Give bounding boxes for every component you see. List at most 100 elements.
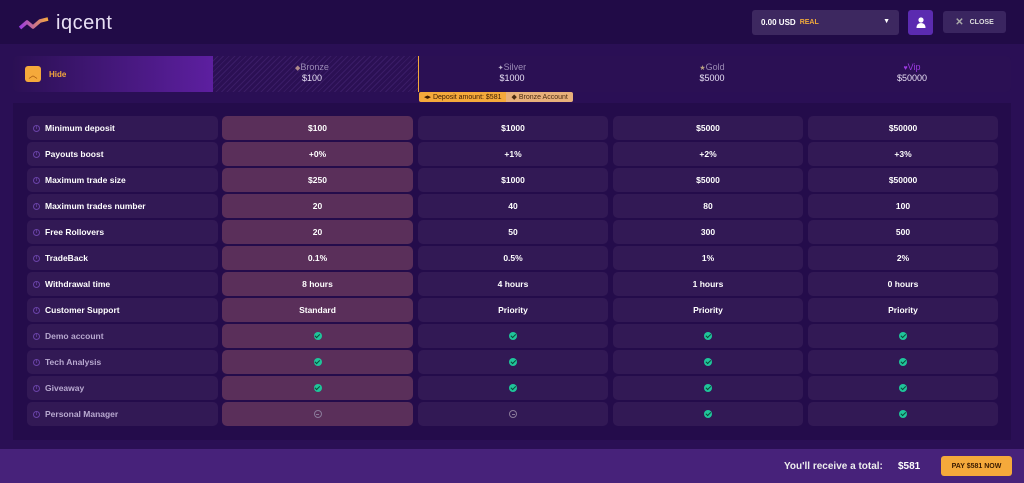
row-label: i Customer Support	[27, 298, 218, 322]
cell-value: 0.1%	[307, 253, 328, 263]
hide-label: Hide	[49, 69, 67, 79]
check-icon	[313, 332, 322, 340]
cell-value: Priority	[693, 305, 723, 315]
cell-value: 20	[312, 227, 323, 237]
cell-bronze: +0%	[222, 142, 413, 166]
info-icon[interactable]: i	[33, 332, 40, 340]
check-icon	[313, 384, 322, 392]
cell-bronze: 0.1%	[222, 246, 413, 270]
info-icon[interactable]: i	[33, 254, 40, 262]
logo-text: iqcent	[56, 12, 113, 34]
cell-vip	[808, 350, 998, 374]
cell-vip: 2%	[808, 246, 998, 270]
logo[interactable]: iqcent	[18, 12, 112, 35]
cell-vip: $50000	[808, 116, 998, 140]
gem-icon: ♥	[903, 65, 908, 72]
cell-value: $1000	[501, 123, 525, 133]
row-label-text: Payouts boost	[45, 149, 104, 159]
cell-gold: $5000	[613, 116, 803, 140]
cell-value: Priority	[888, 305, 918, 315]
row-label-text: Customer Support	[45, 305, 120, 315]
pay-button[interactable]: PAY $581 NOW	[941, 456, 1012, 476]
cell-gold	[613, 402, 803, 426]
sparkle-icon: ✦	[497, 65, 504, 72]
check-icon	[899, 384, 907, 392]
total-value: $581	[898, 461, 921, 472]
row-label: i Demo account	[27, 324, 218, 348]
cell-value: 40	[508, 201, 518, 211]
cell-silver: 40	[418, 194, 608, 218]
cell-bronze	[222, 350, 413, 374]
close-button[interactable]: ✕ CLOSE	[943, 11, 1006, 33]
cell-silver	[418, 402, 608, 426]
cell-vip	[808, 376, 998, 400]
comparison-table: i Minimum deposit $100 $1000 $5000 $50000 i Pay…	[13, 103, 1011, 440]
cell-silver: 50	[418, 220, 608, 244]
cell-value: +1%	[504, 149, 522, 159]
tier-progress-bar: ︿ Hide ◆Bronze $100 ✦Silver $1000 ★Gold $5000…	[13, 56, 1011, 92]
account-type: REAL	[799, 19, 819, 26]
cell-value: +2%	[699, 149, 717, 159]
row-label-text: TradeBack	[45, 253, 88, 263]
cell-value: $1000	[501, 175, 525, 185]
cell-value: $5000	[696, 175, 720, 185]
cell-silver: $1000	[418, 168, 608, 192]
total-label: You'll receive a total:	[784, 461, 883, 472]
cell-value: 0.5%	[503, 253, 523, 263]
row-label: i Payouts boost	[27, 142, 218, 166]
profile-button[interactable]	[908, 10, 933, 35]
hide-button[interactable]: ︿ Hide	[13, 56, 213, 92]
cell-silver	[418, 350, 608, 374]
check-icon	[704, 332, 712, 340]
deposit-badge: ◂▸ Deposit amount: $581 ◆ Bronze Account	[419, 92, 573, 102]
row-label: i Personal Manager	[27, 402, 218, 426]
tier-price: $100	[301, 73, 323, 83]
chevron-down-icon: ▼	[883, 18, 890, 25]
info-icon[interactable]: i	[33, 280, 40, 288]
account-selector[interactable]: 0.00 USD REAL ▼	[752, 10, 899, 35]
minus-icon	[313, 410, 322, 418]
cell-value: 20	[312, 201, 323, 211]
row-label-text: Personal Manager	[45, 409, 119, 419]
check-icon	[899, 358, 907, 366]
check-icon	[704, 358, 712, 366]
cell-value: Standard	[299, 305, 336, 315]
arrows-icon: ◂▸	[424, 94, 433, 101]
diamond-icon: ◆	[295, 65, 301, 72]
tier-gold: ★Gold $5000	[652, 62, 772, 83]
info-icon[interactable]: i	[33, 410, 40, 418]
check-icon	[509, 332, 517, 340]
cell-gold: Priority	[613, 298, 803, 322]
info-icon[interactable]: i	[33, 306, 40, 314]
row-label: i Free Rollovers	[27, 220, 218, 244]
cell-value: 1%	[701, 253, 715, 263]
check-icon	[899, 410, 907, 418]
cell-value: 500	[895, 227, 911, 237]
row-label: i Maximum trades number	[27, 194, 218, 218]
check-icon	[704, 384, 712, 392]
cell-vip: 100	[808, 194, 998, 218]
check-icon	[313, 358, 322, 366]
logo-icon	[18, 16, 49, 29]
cell-value: $50000	[888, 175, 918, 185]
check-icon	[509, 384, 517, 392]
info-icon[interactable]: i	[33, 124, 40, 132]
info-icon[interactable]: i	[33, 384, 40, 392]
cell-vip	[808, 324, 998, 348]
cell-bronze: $100	[222, 116, 413, 140]
info-icon[interactable]: i	[33, 202, 40, 210]
info-icon[interactable]: i	[33, 176, 40, 184]
cell-silver: 0.5%	[418, 246, 608, 270]
info-icon[interactable]: i	[33, 358, 40, 366]
cell-bronze	[222, 402, 413, 426]
cell-vip: 500	[808, 220, 998, 244]
cell-value: $250	[308, 175, 327, 185]
cell-gold: 1%	[613, 246, 803, 270]
cell-bronze	[222, 324, 413, 348]
info-icon[interactable]: i	[33, 150, 40, 158]
cell-value: 0 hours	[887, 279, 919, 289]
info-icon[interactable]: i	[33, 228, 40, 236]
cell-silver: +1%	[418, 142, 608, 166]
row-label: i Giveaway	[27, 376, 218, 400]
deposit-amount: Deposit amount: $581	[432, 94, 502, 101]
